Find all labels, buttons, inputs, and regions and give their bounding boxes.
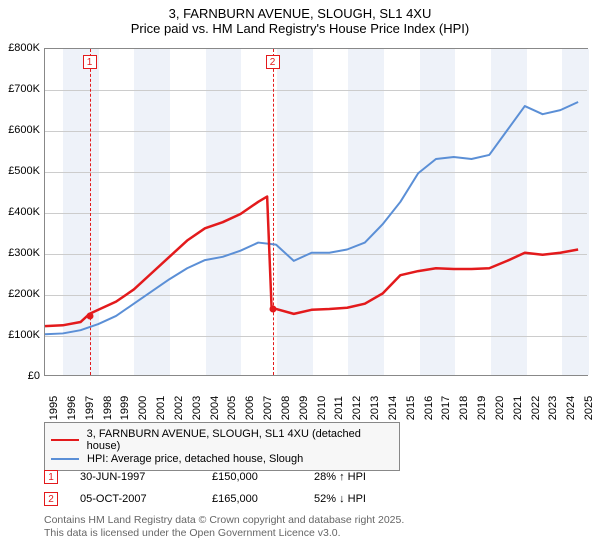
series-hpi: [45, 102, 578, 334]
y-tick-label: £400K: [0, 206, 40, 218]
marker-dot: [86, 312, 93, 319]
title-line2: Price paid vs. HM Land Registry's House …: [0, 21, 600, 36]
y-tick-label: £600K: [0, 124, 40, 136]
line-series-svg: [45, 49, 587, 375]
x-tick-label: 1998: [102, 396, 114, 420]
x-tick-label: 2005: [226, 396, 238, 420]
x-tick-label: 2002: [173, 396, 185, 420]
chart-container: 3, FARNBURN AVENUE, SLOUGH, SL1 4XU Pric…: [0, 0, 600, 560]
y-tick-label: £700K: [0, 83, 40, 95]
legend: 3, FARNBURN AVENUE, SLOUGH, SL1 4XU (det…: [44, 422, 400, 471]
marker-box: 1: [83, 55, 97, 69]
marker-table-row: 1 30-JUN-1997 £150,000 28% ↑ HPI: [44, 466, 434, 488]
x-tick-label: 2010: [316, 396, 328, 420]
x-tick-label: 2019: [476, 396, 488, 420]
x-tick-label: 2020: [494, 396, 506, 420]
plot-area: 12: [44, 48, 588, 376]
series-price_paid: [45, 197, 578, 327]
x-tick-label: 2012: [351, 396, 363, 420]
x-tick-label: 1999: [119, 396, 131, 420]
title-line1: 3, FARNBURN AVENUE, SLOUGH, SL1 4XU: [0, 6, 600, 21]
x-tick-label: 2022: [530, 396, 542, 420]
legend-item: HPI: Average price, detached house, Slou…: [51, 453, 393, 465]
marker-price: £150,000: [212, 471, 292, 483]
x-tick-label: 2000: [137, 396, 149, 420]
x-tick-label: 2013: [369, 396, 381, 420]
x-tick-label: 2023: [547, 396, 559, 420]
legend-swatch: [51, 458, 79, 460]
x-tick-label: 2017: [440, 396, 452, 420]
marker-ref-box: 2: [44, 492, 58, 506]
legend-label: HPI: Average price, detached house, Slou…: [87, 453, 303, 465]
x-tick-label: 2018: [458, 396, 470, 420]
marker-date: 05-OCT-2007: [80, 493, 190, 505]
title-block: 3, FARNBURN AVENUE, SLOUGH, SL1 4XU Pric…: [0, 0, 600, 38]
x-tick-label: 2025: [583, 396, 595, 420]
marker-date: 30-JUN-1997: [80, 471, 190, 483]
footer-line2: This data is licensed under the Open Gov…: [44, 527, 404, 540]
x-tick-label: 2004: [209, 396, 221, 420]
marker-hpi: 28% ↑ HPI: [314, 471, 434, 483]
y-tick-label: £200K: [0, 288, 40, 300]
x-tick-label: 1997: [84, 396, 96, 420]
x-tick-label: 2011: [333, 396, 345, 420]
legend-swatch: [51, 439, 79, 441]
x-tick-label: 1996: [66, 396, 78, 420]
footer-line1: Contains HM Land Registry data © Crown c…: [44, 514, 404, 527]
marker-ref-box: 1: [44, 470, 58, 484]
marker-dot: [269, 306, 276, 313]
x-tick-label: 2006: [244, 396, 256, 420]
x-tick-label: 2021: [512, 396, 524, 420]
x-tick-label: 2008: [280, 396, 292, 420]
y-tick-label: £800K: [0, 42, 40, 54]
x-tick-label: 2016: [423, 396, 435, 420]
x-tick-label: 2009: [298, 396, 310, 420]
legend-label: 3, FARNBURN AVENUE, SLOUGH, SL1 4XU (det…: [87, 428, 393, 452]
y-tick-label: £500K: [0, 165, 40, 177]
marker-box: 2: [266, 55, 280, 69]
x-tick-label: 2003: [191, 396, 203, 420]
marker-price: £165,000: [212, 493, 292, 505]
x-tick-label: 2001: [155, 396, 167, 420]
legend-item: 3, FARNBURN AVENUE, SLOUGH, SL1 4XU (det…: [51, 428, 393, 452]
x-tick-label: 2014: [387, 396, 399, 420]
x-tick-label: 1995: [48, 396, 60, 420]
x-tick-label: 2024: [565, 396, 577, 420]
marker-table: 1 30-JUN-1997 £150,000 28% ↑ HPI 2 05-OC…: [44, 466, 434, 510]
y-tick-label: £300K: [0, 247, 40, 259]
marker-hpi: 52% ↓ HPI: [314, 493, 434, 505]
y-tick-label: £100K: [0, 329, 40, 341]
y-tick-label: £0: [0, 370, 40, 382]
x-tick-label: 2007: [262, 396, 274, 420]
marker-table-row: 2 05-OCT-2007 £165,000 52% ↓ HPI: [44, 488, 434, 510]
footer: Contains HM Land Registry data © Crown c…: [44, 514, 404, 540]
x-tick-label: 2015: [405, 396, 417, 420]
